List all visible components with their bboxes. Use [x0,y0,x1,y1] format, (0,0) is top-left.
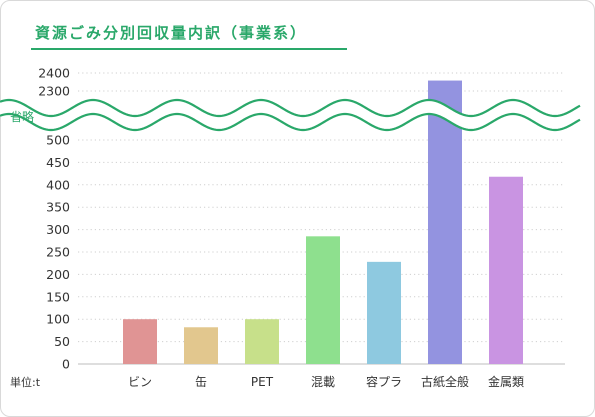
y-tick-label: 500 [46,133,70,148]
chart-title: 資源ごみ分別回収量内訳（事業系） [35,24,308,42]
x-tick-label: 混載 [311,375,335,389]
x-tick-label: 古紙全般 [421,374,469,389]
y-tick-label: 150 [46,289,70,304]
bars [123,80,523,364]
x-tick-label: 金属類 [488,374,524,389]
x-tick-label: 容プラ [366,374,402,389]
axis-break-wave [0,112,581,132]
axis-break-wave [0,98,581,118]
bar [367,261,401,364]
y-tick-label: 0 [62,357,70,372]
axis-break-band [0,98,581,132]
bar [245,319,279,364]
y-tick-label: 100 [46,312,70,327]
unit-label: 単位:t [10,375,41,389]
y-tick-label: 450 [46,155,70,170]
axis-break-label: 省略 [10,109,34,124]
axis-break-fill [0,100,580,130]
y-tick-label: 400 [46,177,70,192]
x-tick-label: 缶 [195,375,207,389]
x-tick-label: PET [251,375,274,389]
y-tick-label: 2400 [38,66,70,81]
bar [306,236,340,364]
y-tick-label: 350 [46,200,70,215]
y-tick-label: 300 [46,222,70,237]
bar [428,80,462,364]
y-tick-label: 2300 [38,84,70,99]
bar [489,176,523,364]
bar [123,319,157,364]
x-tick-label: ビン [128,375,152,389]
y-tick-label: 50 [54,334,70,349]
y-tick-label: 200 [46,267,70,282]
title-underline [31,48,347,50]
y-tick-label: 250 [46,245,70,260]
x-tick-labels: ビン 缶 PET 混載 容プラ 古紙全般 金属類 [128,374,524,389]
y-tick-labels: 0 50 100 150 200 250 300 350 400 450 500 2300 2400 [38,66,70,372]
bar [184,327,218,364]
